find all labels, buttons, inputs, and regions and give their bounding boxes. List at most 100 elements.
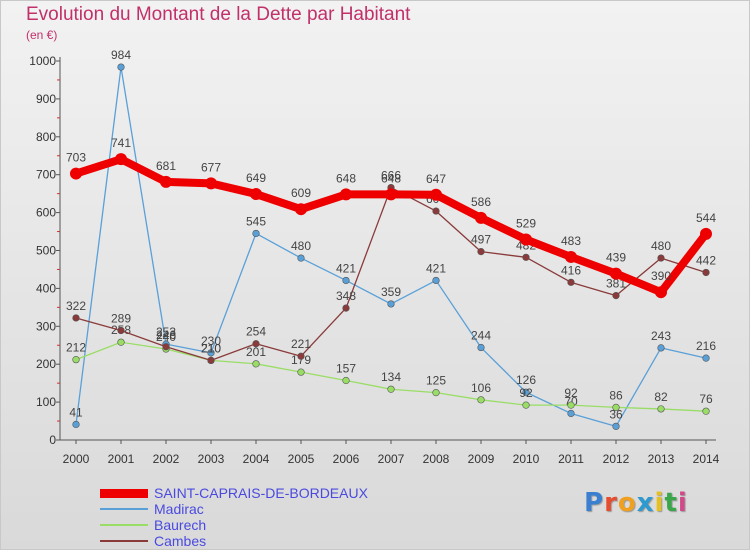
y-tick-label: 100 xyxy=(36,395,56,409)
data-label-madirac: 545 xyxy=(246,214,266,228)
data-point-saint-caprais-de-bordeaux xyxy=(115,153,127,166)
data-label-madirac: 421 xyxy=(336,261,356,275)
data-label-cambes: 442 xyxy=(696,253,716,267)
data-point-baurech xyxy=(387,385,395,393)
data-point-saint-caprais-de-bordeaux xyxy=(205,177,217,190)
data-label-saint-caprais-de-bordeaux: 609 xyxy=(291,186,311,200)
data-point-saint-caprais-de-bordeaux xyxy=(160,175,172,188)
x-tick-label: 2004 xyxy=(243,452,270,466)
data-label-madirac: 421 xyxy=(426,261,446,275)
x-tick-label: 2013 xyxy=(648,452,675,466)
data-point-baurech xyxy=(252,360,260,368)
data-label-baurech: 92 xyxy=(564,386,578,400)
data-point-cambes xyxy=(117,326,125,335)
y-tick-label: 500 xyxy=(36,244,56,258)
data-label-madirac: 984 xyxy=(111,48,131,62)
y-tick-label: 900 xyxy=(36,92,56,106)
data-point-madirac xyxy=(72,420,80,429)
data-point-saint-caprais-de-bordeaux xyxy=(70,167,82,180)
data-label-baurech: 82 xyxy=(654,390,668,404)
data-point-cambes xyxy=(342,304,350,312)
data-label-saint-caprais-de-bordeaux: 681 xyxy=(156,159,176,173)
legend-item: SAINT-CAPRAIS-DE-BORDEAUX xyxy=(100,485,368,501)
data-label-saint-caprais-de-bordeaux: 648 xyxy=(336,171,356,185)
x-tick-label: 2006 xyxy=(333,452,360,466)
legend-swatch xyxy=(100,524,148,526)
legend-label: Cambes xyxy=(154,533,207,549)
y-tick-label: 400 xyxy=(36,281,56,295)
data-label-cambes: 497 xyxy=(471,233,491,247)
data-label-baurech: 210 xyxy=(201,341,221,355)
data-point-saint-caprais-de-bordeaux xyxy=(295,203,307,216)
legend-label: Madirac xyxy=(154,501,204,517)
data-point-saint-caprais-de-bordeaux xyxy=(610,267,622,280)
data-point-cambes xyxy=(162,343,170,351)
data-point-madirac xyxy=(252,229,260,238)
legend-swatch xyxy=(100,508,148,510)
data-label-madirac: 41 xyxy=(69,405,83,419)
data-label-saint-caprais-de-bordeaux: 483 xyxy=(561,234,581,248)
data-label-baurech: 125 xyxy=(426,374,446,388)
data-point-baurech xyxy=(342,376,350,385)
data-label-saint-caprais-de-bordeaux: 586 xyxy=(471,195,491,209)
data-label-saint-caprais-de-bordeaux: 439 xyxy=(606,251,626,265)
data-point-cambes xyxy=(567,278,575,286)
data-point-baurech xyxy=(72,356,80,364)
data-label-saint-caprais-de-bordeaux: 544 xyxy=(696,211,716,225)
x-tick-label: 2000 xyxy=(63,452,90,466)
legend-item: Madirac xyxy=(100,501,368,517)
data-label-saint-caprais-de-bordeaux: 703 xyxy=(66,151,86,165)
data-label-baurech: 212 xyxy=(66,341,86,355)
data-point-cambes xyxy=(477,248,485,256)
data-point-baurech xyxy=(657,405,665,413)
data-point-baurech xyxy=(297,368,305,376)
data-label-madirac: 36 xyxy=(609,407,623,421)
data-label-saint-caprais-de-bordeaux: 649 xyxy=(246,171,266,185)
data-label-madirac: 230 xyxy=(201,334,221,348)
y-tick-label: 800 xyxy=(36,130,56,144)
legend-item: Cambes xyxy=(100,533,368,549)
data-label-baurech: 76 xyxy=(699,392,713,406)
data-point-saint-caprais-de-bordeaux xyxy=(520,233,532,246)
x-tick-label: 2009 xyxy=(468,452,495,466)
data-point-cambes xyxy=(297,352,305,360)
y-tick-label: 1000 xyxy=(29,54,56,68)
data-label-madirac: 359 xyxy=(381,285,401,299)
data-point-cambes xyxy=(207,356,215,365)
x-tick-label: 2001 xyxy=(108,452,135,466)
data-point-madirac xyxy=(432,276,440,285)
data-label-madirac: 244 xyxy=(471,329,491,343)
x-tick-label: 2011 xyxy=(558,452,584,466)
y-tick-label: 0 xyxy=(49,433,56,447)
data-label-baurech: 240 xyxy=(156,330,176,344)
data-point-madirac xyxy=(702,354,710,362)
legend-swatch xyxy=(100,488,148,498)
data-label-baurech: 201 xyxy=(246,345,266,359)
data-label-cambes: 289 xyxy=(111,311,131,325)
data-label-madirac: 253 xyxy=(156,325,176,339)
data-point-cambes xyxy=(432,207,440,215)
data-point-saint-caprais-de-bordeaux xyxy=(700,227,712,240)
data-point-baurech xyxy=(702,407,710,415)
data-label-baurech: 179 xyxy=(291,353,311,367)
y-tick-label: 600 xyxy=(36,206,56,220)
data-point-cambes xyxy=(702,268,710,277)
data-label-cambes: 480 xyxy=(651,239,671,253)
y-tick-label: 200 xyxy=(36,357,56,371)
data-point-cambes xyxy=(72,314,80,322)
data-label-saint-caprais-de-bordeaux: 529 xyxy=(516,217,536,231)
data-label-cambes: 666 xyxy=(381,169,401,183)
legend: SAINT-CAPRAIS-DE-BORDEAUX Madirac Baurech C… xyxy=(100,485,368,549)
data-label-cambes: 322 xyxy=(66,299,86,313)
data-point-madirac xyxy=(522,388,530,396)
data-label-saint-caprais-de-bordeaux: 647 xyxy=(426,172,446,186)
x-tick-label: 2010 xyxy=(513,452,540,466)
data-label-cambes: 246 xyxy=(156,328,176,342)
legend-item: Baurech xyxy=(100,517,368,533)
data-point-saint-caprais-de-bordeaux xyxy=(565,250,577,263)
data-point-saint-caprais-de-bordeaux xyxy=(385,188,397,201)
data-label-madirac: 243 xyxy=(651,329,671,343)
chart-title: Evolution du Montant de la Dette par Hab… xyxy=(26,4,411,25)
data-point-saint-caprais-de-bordeaux xyxy=(250,188,262,201)
